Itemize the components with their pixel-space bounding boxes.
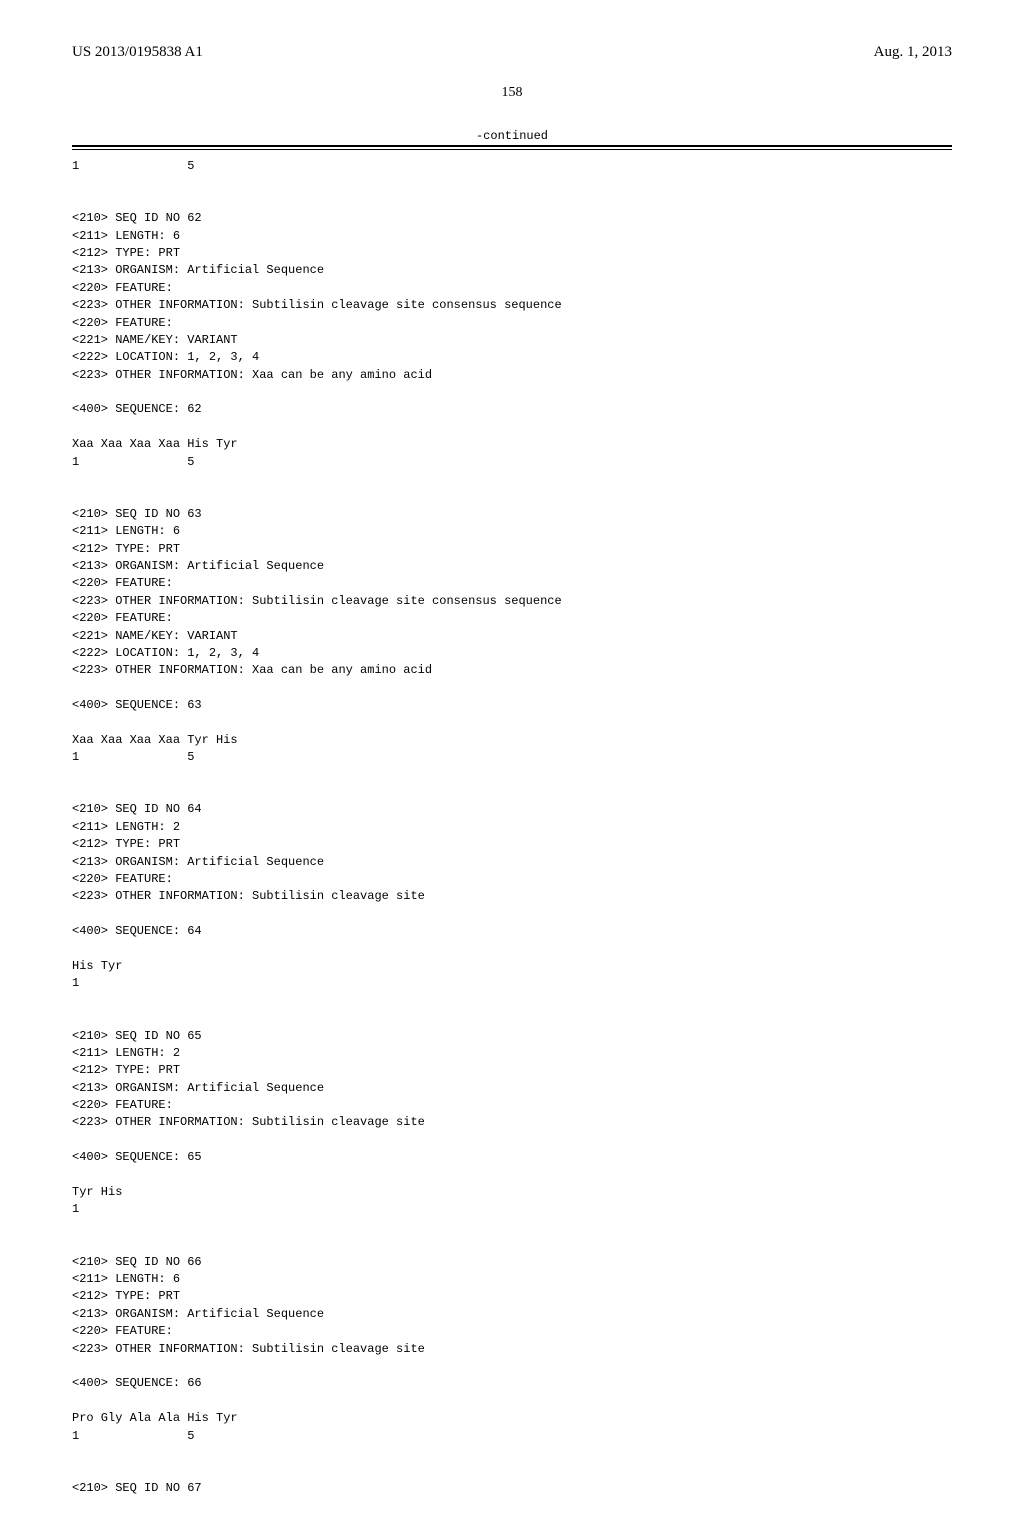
horizontal-rule-thick: [72, 145, 952, 147]
page-container: US 2013/0195838 A1 Aug. 1, 2013 158 -con…: [0, 0, 1024, 1537]
sequence-listing: 1 5 <210> SEQ ID NO 62 <211> LENGTH: 6 <…: [72, 150, 952, 1497]
continued-label: -continued: [72, 129, 952, 143]
publication-date: Aug. 1, 2013: [874, 44, 952, 61]
publication-number: US 2013/0195838 A1: [72, 44, 203, 61]
document-header: US 2013/0195838 A1 Aug. 1, 2013: [72, 44, 952, 61]
page-number: 158: [72, 85, 952, 101]
